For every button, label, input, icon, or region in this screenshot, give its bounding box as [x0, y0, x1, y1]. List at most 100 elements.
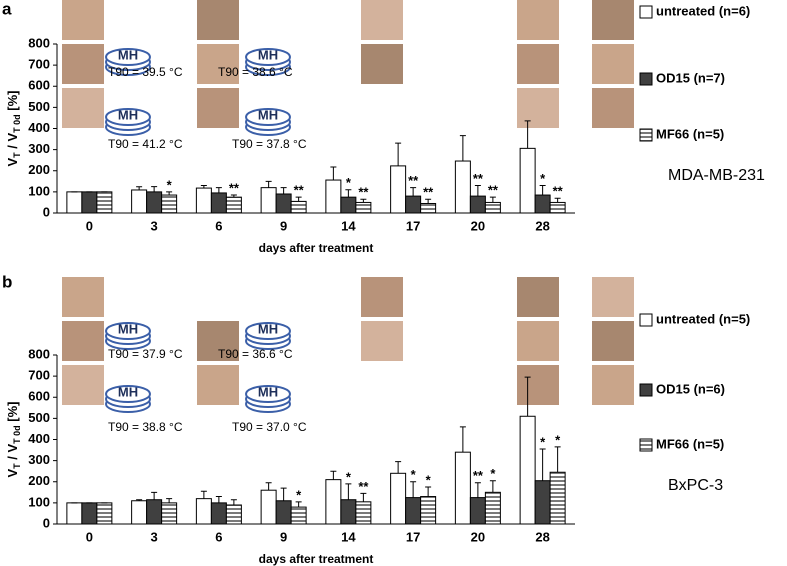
t90-label: T90 = 41.2 °C: [108, 137, 183, 151]
error-bar: [539, 448, 546, 481]
bar: [275, 193, 292, 214]
significance: **: [358, 479, 369, 494]
y-axis-label: VT / VT 0d [%]: [5, 90, 22, 166]
bar: [225, 196, 242, 214]
bar: [131, 189, 148, 214]
bar: [420, 496, 437, 525]
bar: [340, 196, 357, 214]
error-bar: [295, 501, 302, 508]
bar: [420, 202, 437, 214]
error-bar: [345, 483, 352, 500]
bar: [405, 195, 422, 214]
x-tick-label: 6: [215, 218, 222, 233]
photo: [592, 0, 634, 40]
error-bar: [425, 486, 432, 497]
x-tick-label: 20: [471, 218, 485, 233]
y-label-part: T 0d: [12, 114, 22, 133]
significance: **: [229, 180, 240, 195]
cell-line: MDA-MB-231: [668, 167, 765, 184]
x-tick-label: 28: [535, 218, 549, 233]
bar: [96, 191, 113, 214]
error-bar: [330, 470, 337, 480]
y-tick-label: 100: [28, 183, 50, 198]
error-bar: [265, 482, 272, 491]
icon-label: MH: [258, 107, 278, 122]
significance: *: [346, 469, 352, 484]
bar: [96, 502, 113, 525]
significance: *: [296, 487, 302, 502]
significance: **: [488, 183, 499, 198]
error-bar: [200, 185, 207, 189]
bar: [210, 502, 227, 525]
significance: *: [490, 466, 496, 481]
photo: [517, 277, 559, 317]
bar: [260, 187, 277, 214]
y-tick-label: 200: [28, 473, 50, 488]
y-tick-label: 100: [28, 494, 50, 509]
x-tick-label: 14: [341, 218, 356, 233]
t90-label: T90 = 37.8 °C: [232, 137, 307, 151]
bar: [195, 187, 212, 214]
bar: [161, 194, 178, 214]
x-tick-label: 9: [280, 218, 287, 233]
y-tick-label: 0: [43, 515, 50, 530]
photo: [197, 321, 239, 361]
x-tick-label: 3: [151, 529, 158, 544]
bar: [469, 497, 486, 525]
t90-label: T90 = 39.5 °C: [108, 65, 183, 79]
bar: [355, 201, 372, 214]
error-bar: [474, 185, 481, 197]
disk: [105, 385, 151, 403]
icon-label: MH: [258, 384, 278, 399]
disk: [105, 322, 151, 340]
photo: [62, 0, 104, 40]
y-label-part: T: [12, 152, 22, 158]
error-bar: [280, 487, 287, 501]
panel-label: b: [2, 272, 12, 291]
bar: [81, 191, 98, 214]
error-bar: [230, 194, 237, 198]
disk: [105, 48, 151, 66]
photo: [517, 0, 559, 40]
y-label-part: [%]: [5, 90, 20, 114]
y-label-part: T 0d: [12, 425, 22, 444]
icon-label: MH: [118, 47, 138, 62]
error-bar: [151, 186, 158, 192]
error-bar: [330, 166, 337, 181]
legend-label: MF66 (n=5): [656, 126, 724, 141]
legend-swatch: [639, 313, 653, 327]
error-bar: [280, 187, 287, 194]
error-bar: [295, 196, 302, 202]
photo: [361, 0, 403, 40]
bar: [195, 498, 212, 525]
photo: [62, 88, 104, 128]
y-tick-label: 800: [28, 35, 50, 50]
y-axis-label: VT / VT 0d [%]: [5, 401, 22, 477]
photo: [361, 277, 403, 317]
significance: **: [358, 185, 369, 200]
bar: [260, 489, 277, 525]
error-bar: [524, 120, 531, 149]
x-tick-label: 17: [406, 218, 420, 233]
photo: [517, 88, 559, 128]
bar: [146, 191, 163, 214]
error-bar: [136, 186, 143, 190]
legend-swatch: [639, 5, 653, 19]
y-tick-label: 500: [28, 410, 50, 425]
legend-swatch: [639, 438, 653, 452]
t90-label: T90 = 36.6 °C: [218, 347, 293, 361]
error-bar: [200, 490, 207, 499]
icon-label: MH: [258, 47, 278, 62]
t90-label: T90 = 38.6 °C: [218, 65, 293, 79]
bar: [519, 415, 536, 525]
bar: [534, 194, 551, 214]
significance: **: [553, 184, 564, 199]
photo: [517, 321, 559, 361]
x-axis-label: days after treatment: [259, 552, 374, 566]
bar: [225, 504, 242, 525]
bar: [405, 497, 422, 525]
bar: [484, 201, 501, 214]
x-tick-label: 0: [86, 529, 93, 544]
photo: [592, 44, 634, 84]
